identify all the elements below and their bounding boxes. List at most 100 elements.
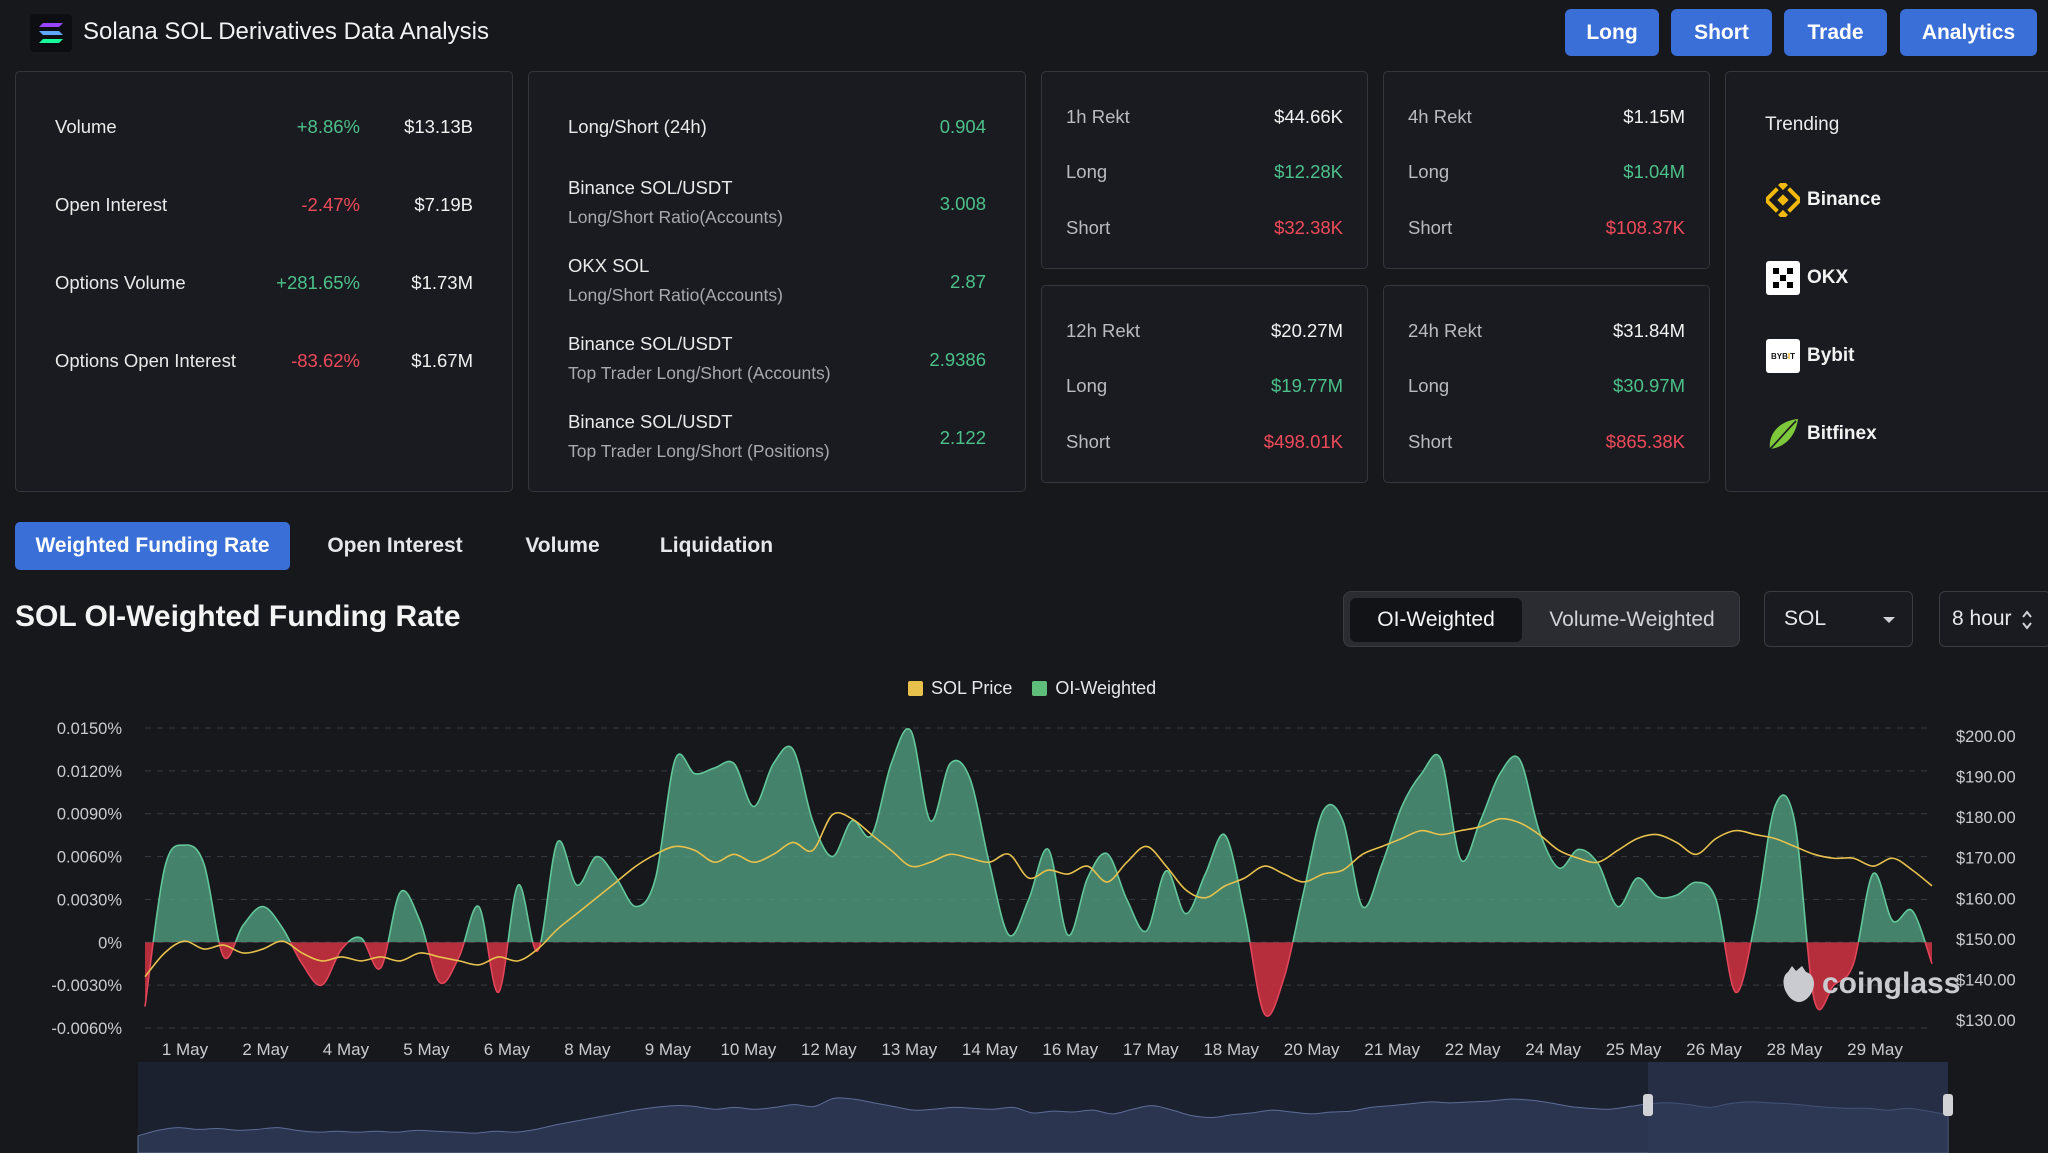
x-tick-label: 20 May — [1284, 1040, 1340, 1059]
stat-value: $7.19B — [414, 194, 473, 215]
legend-item-oi-weighted[interactable]: OI-Weighted — [1032, 678, 1156, 699]
stat-label: Options Open Interest — [55, 350, 236, 371]
stat-value: $13.13B — [404, 116, 473, 137]
rekt-title: 1h Rekt — [1066, 106, 1130, 127]
x-tick-label: 13 May — [881, 1040, 937, 1059]
stat-value: $1.73M — [411, 272, 473, 293]
stat-change: +281.65% — [276, 272, 360, 293]
tab-volume[interactable]: Volume — [525, 534, 600, 557]
weighting-toggle: OI-Weighted Volume-Weighted — [1343, 591, 1740, 647]
long-short-24h-value: 0.904 — [939, 116, 986, 137]
x-tick-label: 2 May — [242, 1040, 289, 1059]
y-left-tick-label: 0.0060% — [57, 849, 122, 867]
analytics-button[interactable]: Analytics — [1900, 9, 2037, 56]
x-tick-label: 10 May — [720, 1040, 776, 1059]
volume-weighted-option[interactable]: Volume-Weighted — [1549, 608, 1715, 631]
x-tick-label: 16 May — [1042, 1040, 1098, 1059]
y-right-tick-label: $150.00 — [1956, 931, 2016, 949]
rekt-long-label: Long — [1066, 375, 1108, 396]
chart-legend: SOL Price OI-Weighted — [908, 676, 1176, 700]
symbol-select[interactable]: SOL — [1764, 591, 1913, 647]
y-left-tick-label: 0% — [98, 934, 122, 952]
bitfinex-icon — [1765, 416, 1801, 452]
funding-rate-chart[interactable]: 0.0150% 0.0120% 0.0090% 0.0060% 0.0030% 0% -0.… — [0, 700, 2048, 1153]
legend-swatch-icon — [1032, 680, 1048, 696]
stat-label: Open Interest — [55, 194, 168, 215]
ratio-exchange: Binance SOL/USDT — [568, 411, 733, 432]
trending-item-binance[interactable]: Binance — [1765, 182, 1881, 218]
y-right-tick-label: $180.00 — [1956, 809, 2016, 827]
trending-item-okx[interactable]: OKX — [1765, 260, 1848, 296]
trending-card: Trending Binance — [1725, 71, 2048, 492]
x-tick-label: 8 May — [564, 1040, 611, 1059]
trending-item-name: Bitfinex — [1807, 423, 1877, 444]
x-tick-label: 24 May — [1525, 1040, 1581, 1059]
interval-select[interactable]: 8 hour — [1939, 591, 2048, 647]
x-tick-label: 21 May — [1364, 1040, 1420, 1059]
rekt-title: 4h Rekt — [1408, 106, 1472, 127]
x-tick-label: 9 May — [645, 1040, 692, 1059]
ratio-exchange: Binance SOL/USDT — [568, 333, 733, 354]
rekt-short-label: Short — [1408, 431, 1453, 452]
trending-item-name: Bybit — [1807, 345, 1855, 366]
ratio-value: 2.9386 — [929, 349, 986, 370]
rekt-card-24h: 24h Rekt $31.84M Long $30.97M Short $865… — [1383, 285, 1710, 483]
rekt-total: $1.15M — [1623, 106, 1685, 127]
rekt-short-value: $32.38K — [1274, 217, 1343, 238]
binance-icon — [1765, 182, 1801, 218]
solana-logo-icon — [30, 14, 72, 52]
x-tick-label: 6 May — [484, 1040, 531, 1059]
bybit-icon: BYBIT — [1765, 338, 1801, 374]
y-right-tick-label: $140.00 — [1956, 971, 2016, 989]
rekt-long-value: $19.77M — [1271, 375, 1343, 396]
x-tick-label: 22 May — [1445, 1040, 1501, 1059]
x-tick-label: 14 May — [962, 1040, 1018, 1059]
trade-button[interactable]: Trade — [1784, 9, 1887, 56]
rekt-title: 24h Rekt — [1408, 320, 1483, 341]
short-button[interactable]: Short — [1671, 9, 1772, 56]
tab-liquidation[interactable]: Liquidation — [659, 534, 774, 557]
rekt-long-value: $30.97M — [1613, 375, 1685, 396]
rekt-total: $31.84M — [1613, 320, 1685, 341]
long-button[interactable]: Long — [1565, 9, 1659, 56]
y-left-tick-label: 0.0090% — [57, 806, 122, 824]
coinglass-watermark: coinglass — [1782, 964, 1960, 1004]
stat-change: -2.47% — [301, 194, 360, 215]
oi-weighted-option[interactable]: OI-Weighted — [1350, 598, 1522, 642]
trending-title: Trending — [1765, 114, 1840, 135]
y-left-tick-label: -0.0030% — [51, 977, 122, 995]
interval-select-value: 8 hour — [1952, 607, 2012, 630]
ratio-value: 2.122 — [939, 427, 986, 448]
rekt-card-12h: 12h Rekt $20.27M Long $19.77M Short $498… — [1041, 285, 1368, 483]
oi-weighted-positive-area — [153, 728, 1926, 943]
symbol-select-value: SOL — [1784, 607, 1827, 630]
legend-label: OI-Weighted — [1055, 677, 1157, 698]
navigator-left-handle — [1643, 1094, 1653, 1116]
long-short-24h-label: Long/Short (24h) — [568, 116, 707, 137]
long-short-card: Long/Short (24h) 0.904 Binance SOL/USDT … — [528, 71, 1026, 492]
trending-item-bybit[interactable]: BYBIT Bybit — [1765, 338, 1855, 374]
rekt-long-label: Long — [1408, 161, 1450, 182]
rekt-title: 12h Rekt — [1066, 320, 1141, 341]
y-left-tick-label: -0.0060% — [51, 1020, 122, 1038]
y-right-tick-label: $190.00 — [1956, 769, 2016, 787]
rekt-short-label: Short — [1408, 217, 1453, 238]
oi-weighted-line-negative — [144, 942, 1933, 1017]
ratio-type: Top Trader Long/Short (Positions) — [568, 441, 830, 461]
trending-item-name: OKX — [1807, 267, 1849, 288]
tab-weighted-funding-rate[interactable]: Weighted Funding Rate — [15, 522, 290, 570]
x-tick-label: 18 May — [1203, 1040, 1259, 1059]
ratio-exchange: Binance SOL/USDT — [568, 177, 733, 198]
ratio-type: Long/Short Ratio(Accounts) — [568, 285, 783, 305]
legend-item-sol-price[interactable]: SOL Price — [908, 678, 1012, 699]
x-tick-label: 25 May — [1606, 1040, 1662, 1059]
stat-value: $1.67M — [411, 350, 473, 371]
tab-open-interest[interactable]: Open Interest — [327, 534, 463, 557]
y-right-tick-label: $130.00 — [1956, 1012, 2016, 1030]
ratio-value: 2.87 — [949, 271, 986, 292]
ratio-value: 3.008 — [939, 193, 986, 214]
trending-item-name: Binance — [1807, 189, 1881, 210]
rekt-short-label: Short — [1066, 431, 1111, 452]
trending-item-bitfinex[interactable]: Bitfinex — [1765, 416, 1877, 452]
legend-swatch-icon — [908, 680, 923, 696]
